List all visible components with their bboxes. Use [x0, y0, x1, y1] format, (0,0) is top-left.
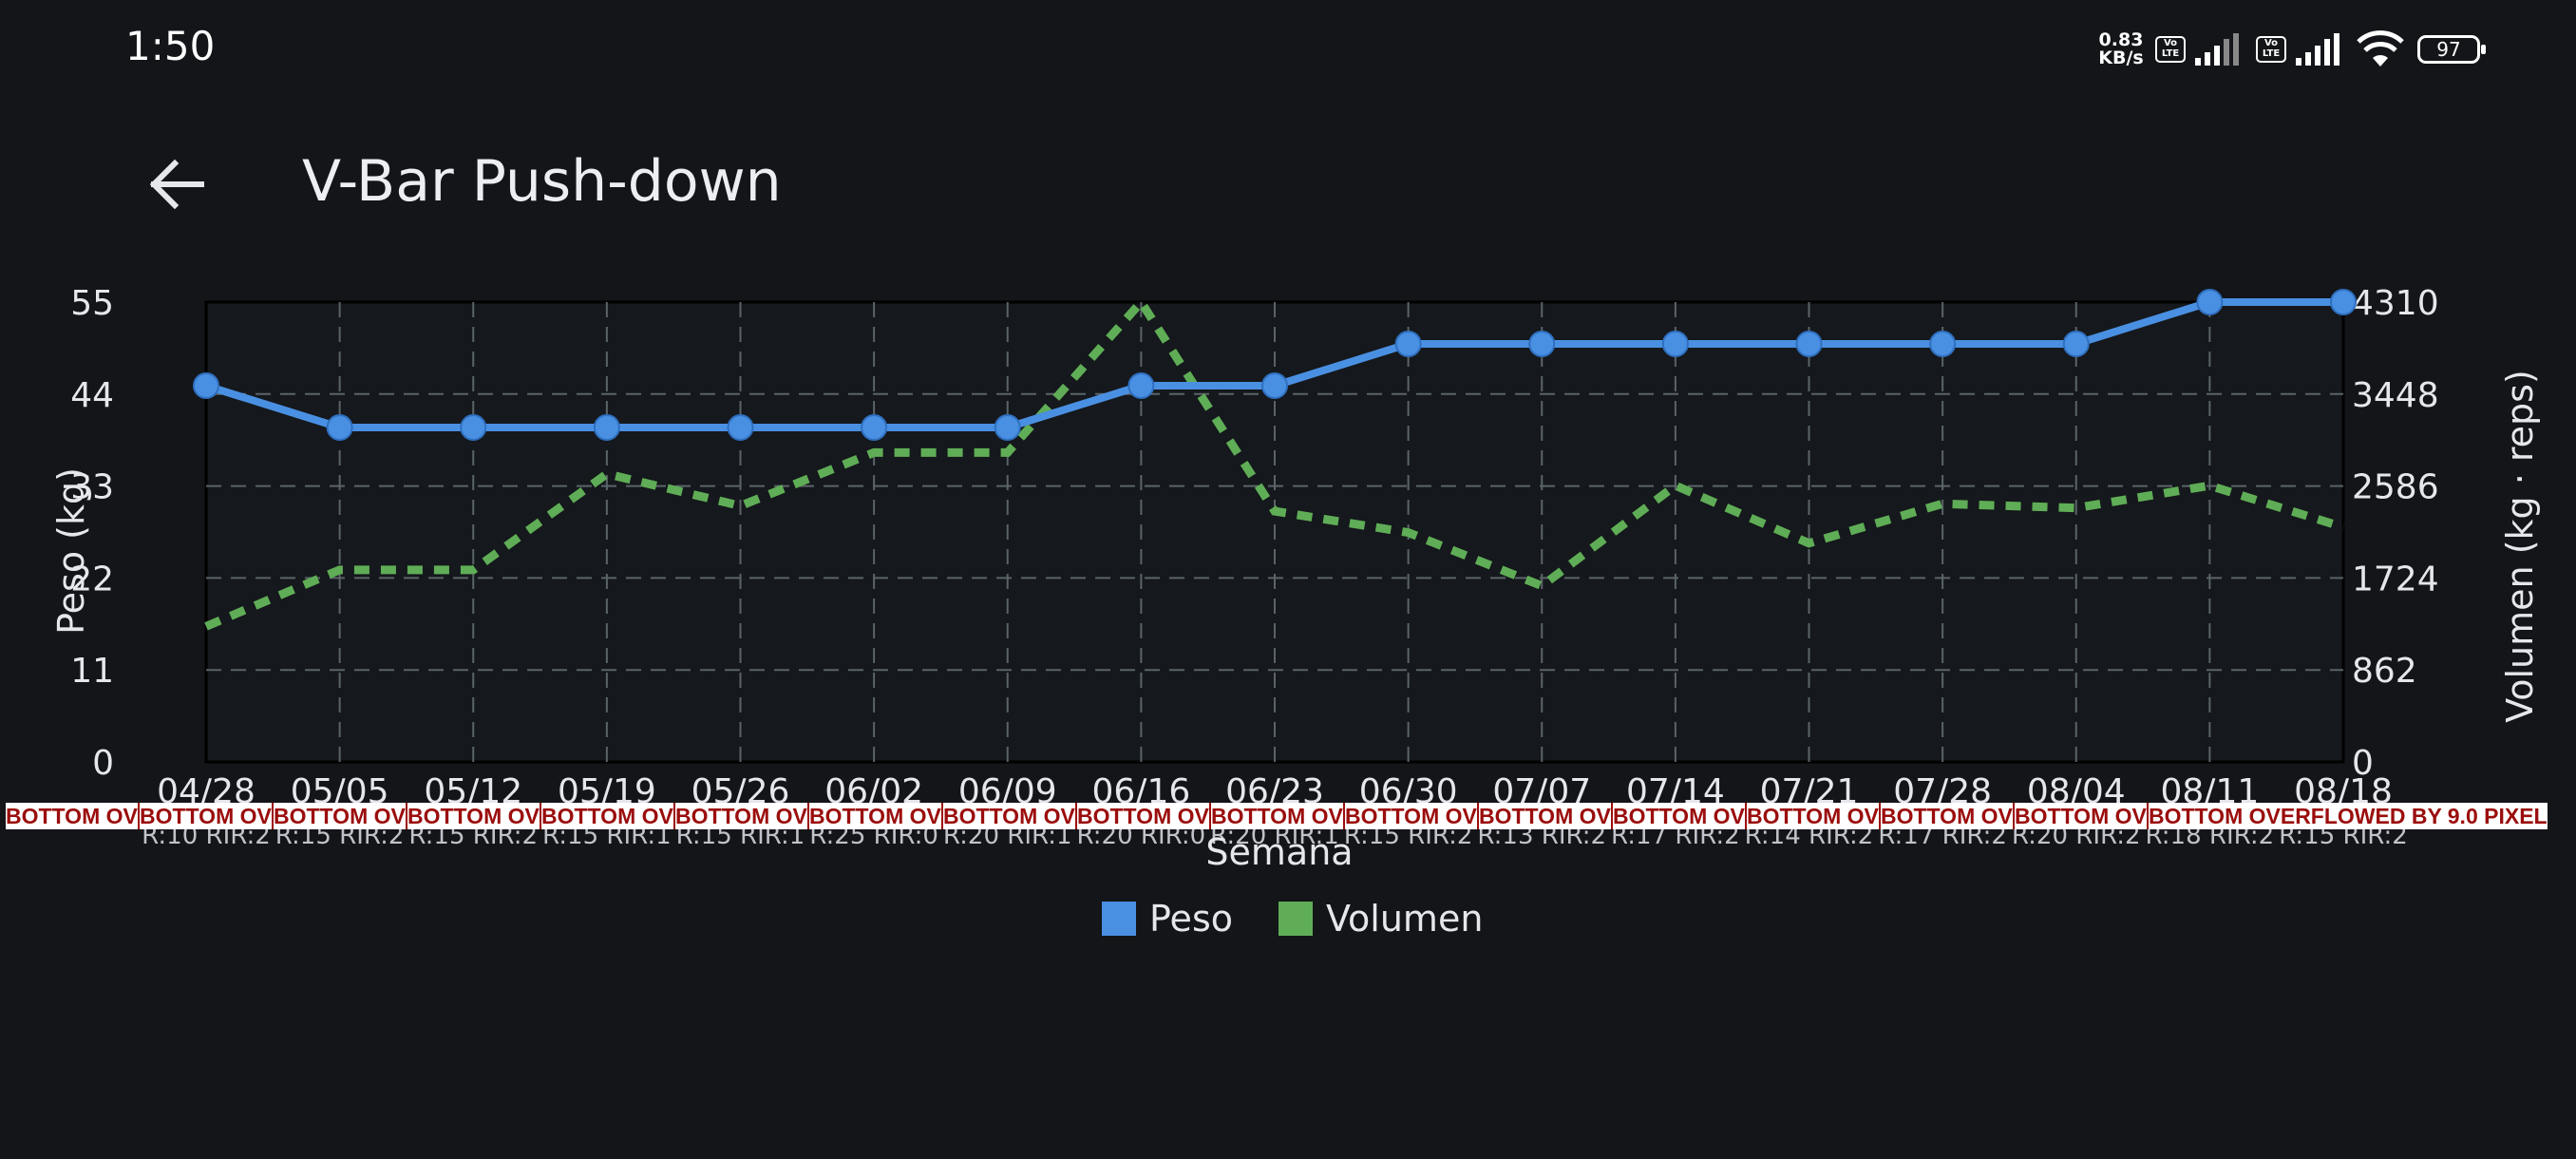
data-point-peso[interactable] [593, 414, 620, 441]
overflow-warning-text: BOTTOM OV [274, 803, 407, 829]
data-point-peso[interactable] [2330, 289, 2357, 315]
page-title: V-Bar Push-down [302, 148, 782, 215]
wifi-icon [2357, 30, 2404, 66]
overflow-warning-text: BOTTOM OV [140, 803, 274, 829]
data-point-peso[interactable] [1795, 331, 1823, 357]
overflow-warning-text: BOTTOM OV [1613, 803, 1747, 829]
x-axis-title: Semana [1205, 831, 1353, 873]
overflow-warning-text: BOTTOM OV [1479, 803, 1613, 829]
y-left-tick-label: 22 [70, 560, 114, 598]
legend-item-peso[interactable]: Peso [1102, 898, 1233, 940]
y-left-tick-label: 33 [70, 468, 114, 507]
app-bar: V-Bar Push-down [0, 124, 2576, 238]
battery-icon: 97 [2417, 35, 2486, 64]
overflow-warning-text: BOTTOM OV [541, 803, 675, 829]
data-point-peso[interactable] [861, 414, 888, 441]
data-point-peso[interactable] [727, 414, 754, 441]
data-point-peso[interactable] [1661, 331, 1689, 357]
data-point-peso[interactable] [994, 414, 1021, 441]
y-right-axis-title: Volumen (kg · reps) [2499, 370, 2541, 723]
data-point-peso[interactable] [1929, 331, 1957, 357]
legend-swatch-peso [1102, 902, 1136, 936]
overflow-warning-text: BOTTOM OV [1211, 803, 1345, 829]
data-point-peso[interactable] [1127, 372, 1155, 399]
overflow-warning-text: BOTTOM OV [1345, 803, 1479, 829]
volume-weight-chart: 55 4310 44 3448 33 2586 22 1724 11 862 0 0 Peso (kg)… [50, 284, 2541, 873]
status-time: 1:50 [125, 23, 216, 69]
y-left-tick-label: 44 [70, 376, 114, 415]
overflow-warning-text: BOTTOM OV [407, 803, 541, 829]
legend-item-volumen[interactable]: Volumen [1279, 898, 1483, 940]
series-line-volumen [204, 294, 2345, 631]
data-point-peso[interactable] [326, 414, 353, 441]
volte-badge-1: Vo LTE [2155, 36, 2186, 63]
y-right-tick-label: 2586 [2352, 468, 2439, 507]
overflow-warning-text: BOTTOM OV [809, 803, 943, 829]
signal-icon [2195, 33, 2239, 66]
volte-badge-2: Vo LTE [2256, 36, 2286, 63]
status-bar: 1:50 0.83 KB/s Vo LTE Vo LTE 97 [0, 0, 2576, 95]
y-left-axis-title: Peso (kg) [50, 467, 92, 635]
y-right-tick-label: 0 [2352, 744, 2374, 783]
data-point-peso[interactable] [1394, 331, 1422, 357]
overflow-warning-text: BOTTOM OV [6, 803, 140, 829]
overflow-warning-text: BOTTOM OV [2015, 803, 2149, 829]
y-left-tick-label: 0 [92, 744, 114, 783]
data-point-peso[interactable] [2062, 331, 2090, 357]
data-point-peso[interactable] [460, 414, 487, 441]
y-left-tick-label: 55 [70, 284, 114, 323]
status-icons: 0.83 KB/s Vo LTE Vo LTE 97 [2094, 27, 2486, 72]
y-left-tick-label: 11 [70, 652, 114, 691]
y-right-tick-label: 1724 [2352, 560, 2439, 598]
overflow-warning-text-full: BOTTOM OVERFLOWED BY 9.0 PIXELS [2149, 804, 2548, 828]
network-speed: 0.83 KB/s [2094, 31, 2148, 67]
data-point-peso[interactable] [1528, 331, 1556, 357]
overflow-warning-text: BOTTOM OV [943, 803, 1077, 829]
chart-legend: Peso Volumen [1102, 898, 1528, 940]
legend-label-volumen: Volumen [1326, 898, 1484, 940]
overflow-warning-text: BOTTOM OV [1881, 803, 2015, 829]
legend-label-peso: Peso [1149, 898, 1233, 940]
data-point-peso[interactable] [1261, 372, 1288, 399]
arrow-left-icon[interactable] [141, 148, 213, 220]
signal-icon-2 [2296, 33, 2339, 66]
data-point-peso[interactable] [2196, 289, 2224, 315]
legend-swatch-volumen [1279, 902, 1313, 936]
overflow-warning-text: BOTTOM OV [1077, 803, 1211, 829]
overflow-warning-strip: BOTTOM OVBOTTOM OVBOTTOM OVBOTTOM OVBOTT… [6, 803, 2548, 829]
y-right-tick-label: 4310 [2352, 284, 2439, 323]
data-point-peso[interactable] [193, 372, 219, 399]
overflow-warning-text: BOTTOM OV [1747, 803, 1881, 829]
network-speed-value: 0.83 [2098, 29, 2144, 50]
overflow-warning-text: BOTTOM OV [675, 803, 809, 829]
y-right-tick-label: 862 [2352, 652, 2417, 691]
y-right-tick-label: 3448 [2352, 376, 2439, 415]
network-speed-unit: KB/s [2098, 48, 2144, 68]
